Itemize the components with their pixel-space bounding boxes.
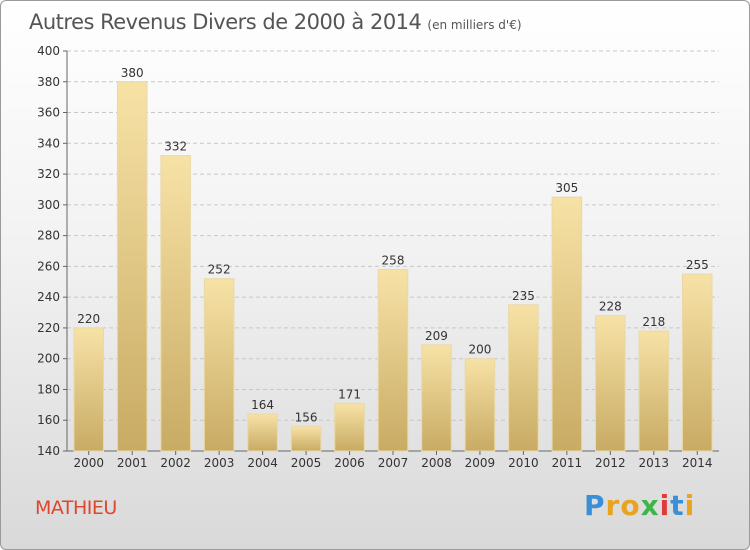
logo-letter: o — [620, 489, 641, 522]
value-label-2011: 305 — [555, 181, 578, 195]
logo-letter: i — [684, 489, 696, 522]
x-tick-label: 2011 — [552, 456, 583, 470]
y-tick-label: 320 — [37, 167, 60, 181]
value-label-2002: 332 — [164, 140, 187, 154]
value-label-2005: 156 — [295, 410, 318, 424]
y-tick-label: 300 — [37, 198, 60, 212]
x-tick-label: 2005 — [291, 456, 322, 470]
x-tick-labels: 2000 2001 2002 2003 2004 2005 2006 2007 2008 2009… — [73, 451, 713, 470]
commune-name: MATHIEU — [35, 497, 117, 519]
value-label-2012: 228 — [599, 300, 622, 314]
x-tick-label: 2000 — [73, 456, 104, 470]
x-tick-label: 2010 — [508, 456, 539, 470]
y-tick-label: 240 — [37, 290, 60, 304]
y-tick-label: 400 — [37, 44, 60, 58]
bar-2012 — [595, 315, 626, 452]
logo-letter: r — [605, 489, 621, 522]
y-tick-label: 360 — [37, 106, 60, 120]
x-tick-label: 2013 — [639, 456, 670, 470]
y-tick-label: 200 — [37, 352, 60, 366]
value-label-2013: 218 — [642, 315, 665, 329]
bar-2014 — [681, 273, 713, 452]
value-label-2006: 171 — [338, 387, 361, 401]
bar-2008 — [421, 344, 452, 452]
value-labels: 220 380 332 252 164 156 171 258 209 200 235 305 228 2… — [77, 66, 708, 425]
bar-2000 — [73, 327, 105, 452]
x-tick-label: 2008 — [421, 456, 452, 470]
value-label-2007: 258 — [382, 253, 405, 267]
bar-2007 — [377, 268, 409, 452]
logo-letter: x — [640, 489, 660, 522]
logo-letter: t — [670, 489, 685, 522]
y-tick-label: 160 — [37, 413, 60, 427]
proxiti-logo: Proxiti — [584, 489, 695, 522]
bar-2006 — [334, 402, 365, 452]
x-tick-label: 2002 — [160, 456, 191, 470]
logo-letter: P — [584, 489, 606, 522]
value-label-2009: 200 — [468, 343, 491, 357]
value-label-2014: 255 — [686, 258, 709, 272]
bar-2003 — [203, 278, 235, 452]
y-tick-label: 220 — [37, 321, 60, 335]
value-label-2000: 220 — [77, 312, 100, 326]
chart-title: Autres Revenus Divers de 2000 à 2014 (en … — [29, 10, 522, 34]
y-tick-labels: 140 160 180 200 220 240 260 280 300 320 340 360 380 4… — [37, 44, 67, 458]
bar-2005 — [290, 425, 322, 452]
y-tick-label: 180 — [37, 382, 60, 396]
bars — [73, 81, 713, 452]
bar-2010 — [508, 304, 539, 452]
y-tick-label: 280 — [37, 229, 60, 243]
bar-2001 — [116, 81, 148, 452]
x-tick-label: 2012 — [595, 456, 626, 470]
value-label-2008: 209 — [425, 329, 448, 343]
value-label-2001: 380 — [121, 66, 144, 80]
x-tick-label: 2004 — [247, 456, 278, 470]
bar-2011 — [551, 196, 583, 452]
bar-2013 — [638, 330, 670, 452]
x-tick-label: 2001 — [117, 456, 148, 470]
x-tick-label: 2009 — [465, 456, 496, 470]
x-tick-label: 2003 — [204, 456, 235, 470]
y-tick-label: 340 — [37, 136, 60, 150]
value-label-2003: 252 — [208, 263, 231, 277]
logo-letter: i — [659, 489, 671, 522]
bar-2002 — [160, 155, 191, 452]
x-tick-label: 2007 — [378, 456, 409, 470]
chart-title-text: Autres Revenus Divers de 2000 à 2014 — [29, 10, 422, 34]
bar-2009 — [464, 358, 496, 452]
y-tick-label: 140 — [37, 444, 60, 458]
bar-2004 — [247, 413, 278, 452]
value-label-2004: 164 — [251, 398, 274, 412]
x-tick-label: 2014 — [682, 456, 713, 470]
y-tick-label: 380 — [37, 75, 60, 89]
chart-unit: (en milliers d'€) — [427, 18, 522, 32]
x-tick-label: 2006 — [334, 456, 365, 470]
y-tick-label: 260 — [37, 259, 60, 273]
value-label-2010: 235 — [512, 289, 535, 303]
